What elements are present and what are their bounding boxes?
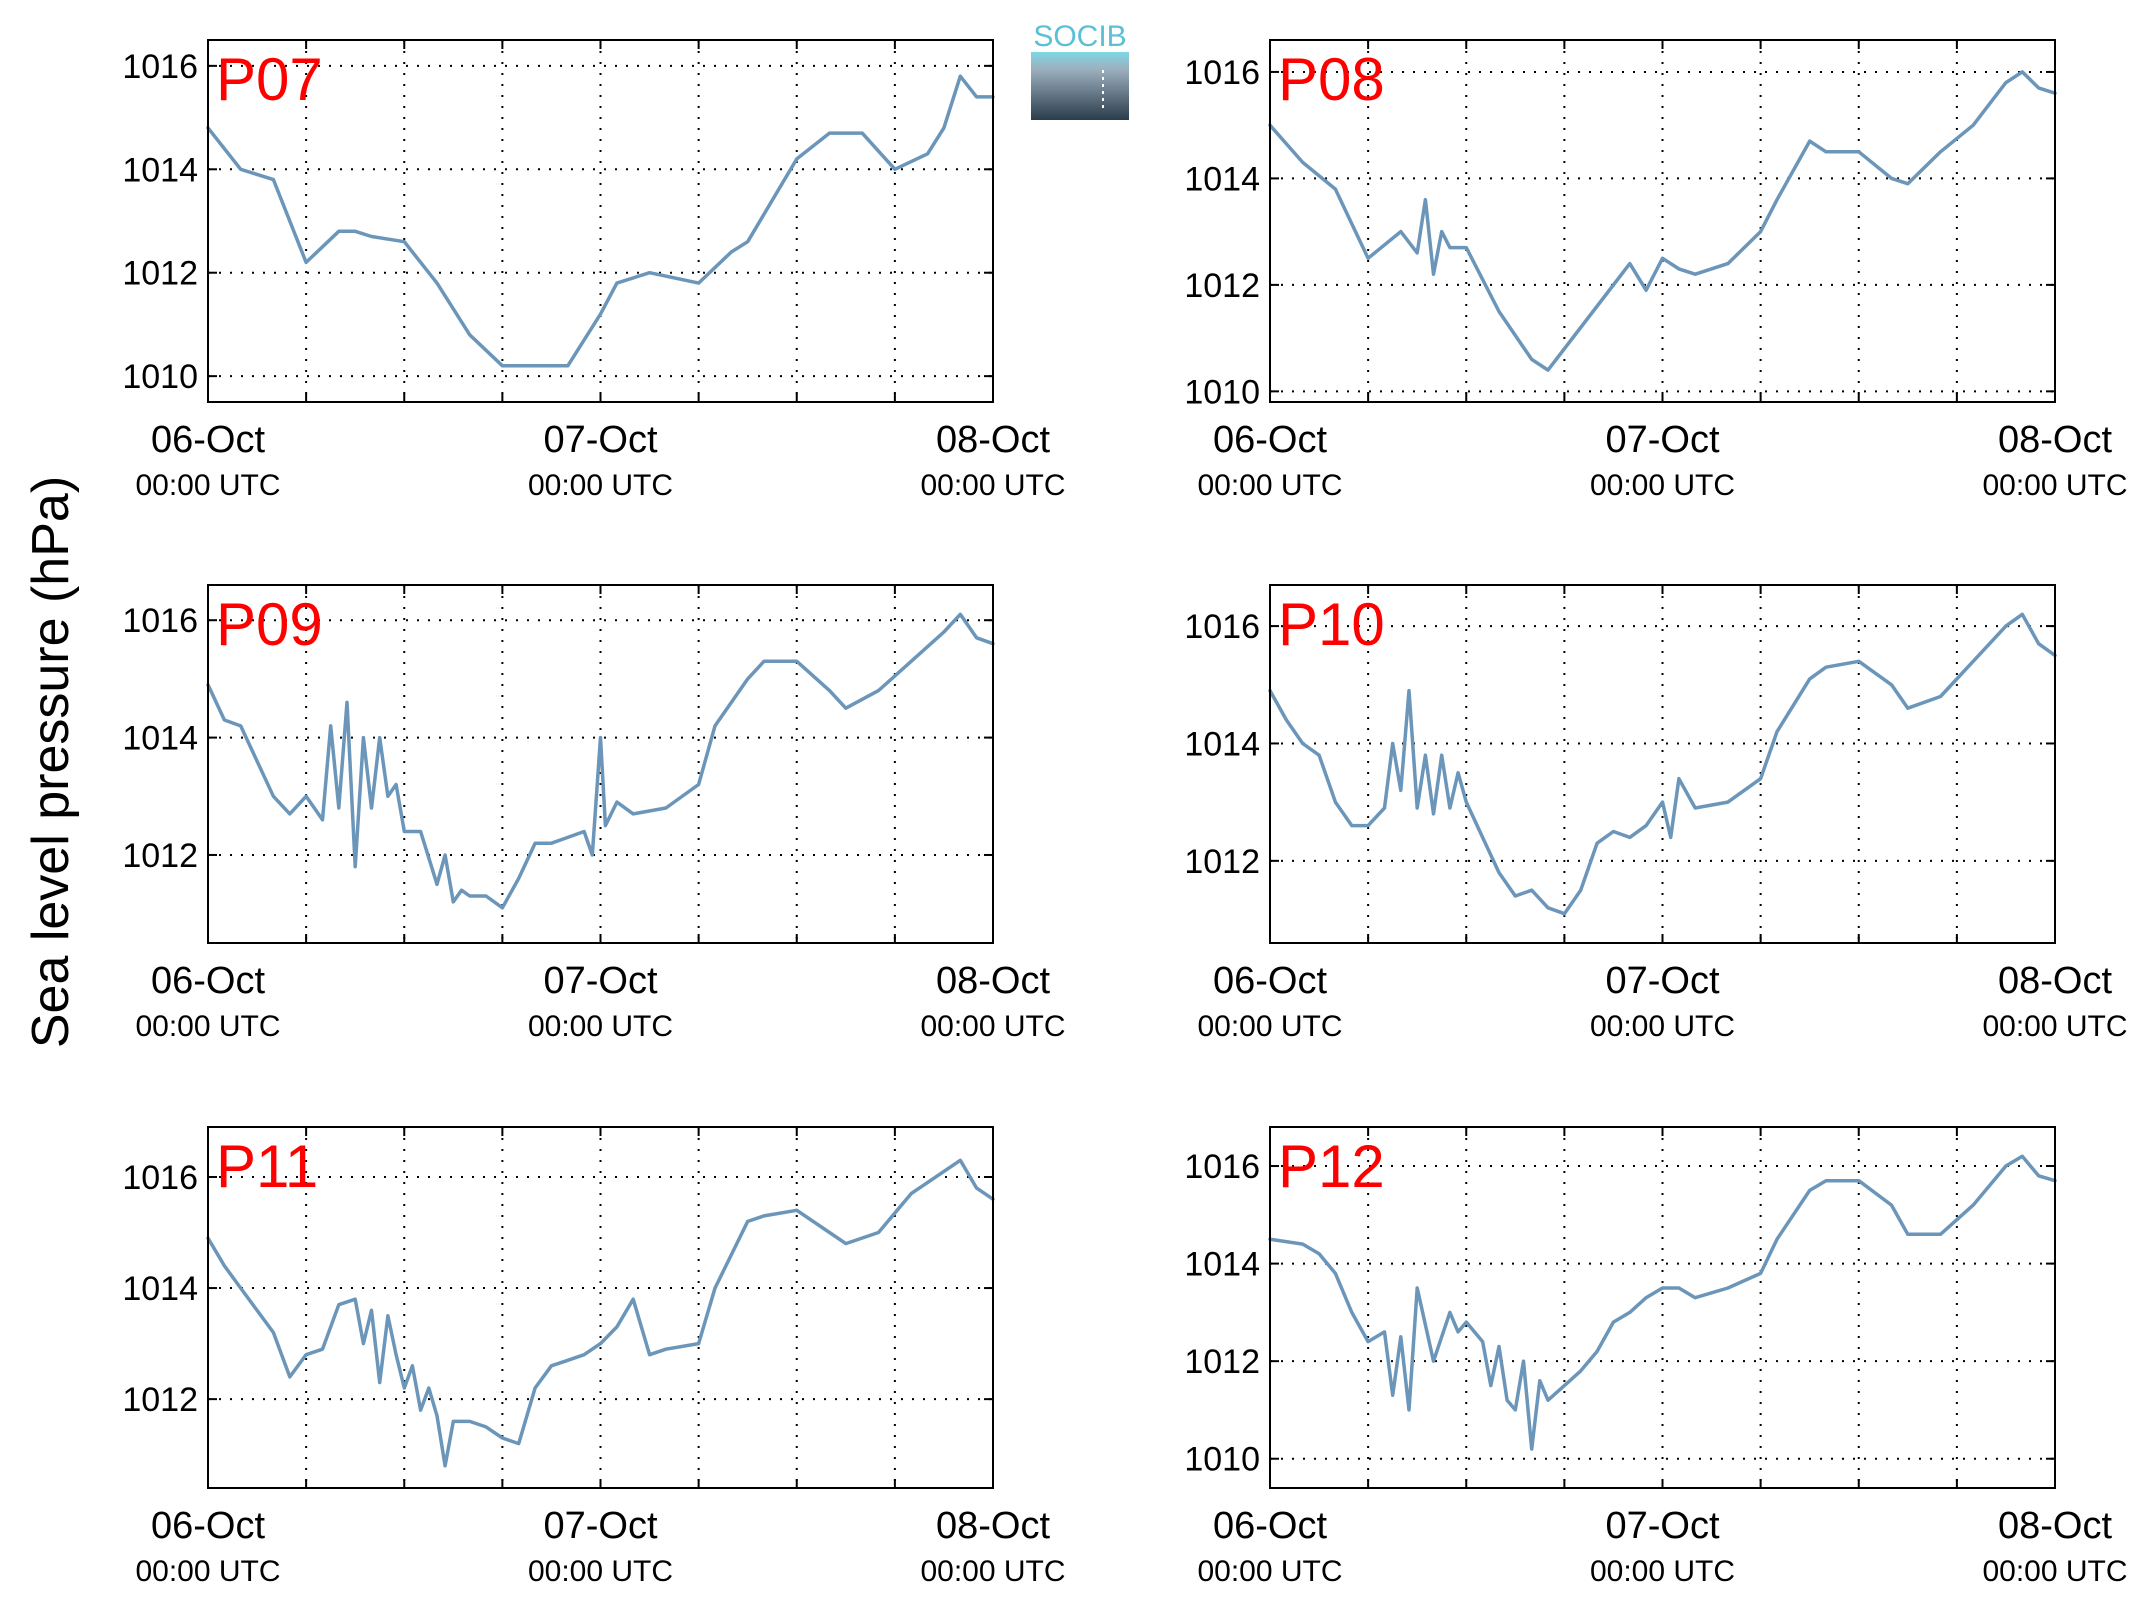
x-tick-label-time: 00:00 UTC [920,1010,1065,1043]
x-tick-label-day: 08-Oct [936,960,1050,1002]
logo-block [1031,52,1129,120]
y-tick-label: 1012 [1184,1343,1260,1381]
x-tick-label-time: 00:00 UTC [1197,1010,1342,1043]
y-tick-label: 1014 [1184,1246,1260,1284]
y-tick-label: 1010 [1184,1441,1260,1479]
x-tick-label-day: 07-Oct [1605,419,1719,461]
x-tick-label-day: 08-Oct [1998,419,2112,461]
x-tick-label-time: 00:00 UTC [920,469,1065,502]
y-tick-label: 1016 [1184,1148,1260,1186]
y-tick-label: 1016 [1184,608,1260,646]
pressure-series-line [206,612,995,910]
y-tick-label: 1016 [122,48,198,86]
x-tick-label-day: 07-Oct [1605,960,1719,1002]
y-axis-label: Sea level pressure (hPa) [22,476,80,1048]
chart-panel-p10: 1012 1014 1016 06-Oct 00:00 UTC 07-Oct 00:00 U… [1184,584,2128,1043]
y-tick-label: 1014 [122,720,198,758]
y-tick-label: 1016 [122,602,198,640]
y-tick-label: 1012 [122,837,198,875]
x-tick-label-time: 00:00 UTC [528,1010,673,1043]
x-tick-label-day: 08-Oct [936,419,1050,461]
x-tick-label-day: 07-Oct [543,1505,657,1547]
y-tick-label: 1016 [1184,54,1260,92]
chart-panel-p12: 1010 1012 1014 1016 06-Oct 00:00 UTC 07-Oct 00:… [1184,1126,2128,1588]
x-tick-label-time: 00:00 UTC [1982,1555,2127,1588]
x-tick-label-day: 06-Oct [1213,419,1327,461]
y-tick-label: 1014 [122,151,198,189]
y-tick-label: 1010 [122,358,198,396]
x-tick-label-time: 00:00 UTC [528,469,673,502]
pressure-series-line [206,1158,995,1468]
station-label: P09 [216,591,323,658]
y-tick-label: 1014 [1184,725,1260,763]
y-tick-label: 1010 [1184,373,1260,411]
x-tick-label-time: 00:00 UTC [528,1555,673,1588]
pressure-series-line [1268,1154,2057,1451]
axes-frame [1269,1126,2056,1489]
x-tick-label-time: 00:00 UTC [1197,1555,1342,1588]
axes-frame [1269,584,2056,944]
chart-panel-p09: 1012 1014 1016 06-Oct 00:00 UTC 07-Oct 00:00 U… [122,584,1066,1043]
x-tick-label-day: 08-Oct [1998,960,2112,1002]
x-tick-label-day: 07-Oct [1605,1505,1719,1547]
pressure-series-line [1268,70,2057,372]
x-tick-label-time: 00:00 UTC [135,1555,280,1588]
x-tick-label-time: 00:00 UTC [1590,1010,1735,1043]
x-tick-label-time: 00:00 UTC [1590,1555,1735,1588]
y-tick-label: 1014 [122,1270,198,1308]
station-label: P10 [1278,591,1385,658]
x-tick-label-day: 08-Oct [1998,1505,2112,1547]
x-tick-label-time: 00:00 UTC [920,1555,1065,1588]
x-tick-label-day: 06-Oct [1213,1505,1327,1547]
axes-frame [207,584,994,944]
socib-logo: SOCIB [1031,20,1129,120]
y-tick-label: 1012 [1184,843,1260,881]
station-label: P11 [216,1133,318,1200]
x-tick-label-day: 06-Oct [151,419,265,461]
station-label: P12 [1278,1133,1385,1200]
y-tick-label: 1012 [122,1381,198,1419]
x-tick-label-time: 00:00 UTC [135,469,280,502]
y-tick-label: 1012 [1184,267,1260,305]
chart-panel-p08: 1010 1012 1014 1016 06-Oct 00:00 UTC 07-Oct 00:… [1184,39,2128,502]
x-tick-label-time: 00:00 UTC [1982,1010,2127,1043]
chart-panel-p07: 1010 1012 1014 1016 06-Oct 00:00 UTC 07-Oct 00:… [122,39,1066,502]
pressure-series-line [206,74,995,368]
axes-frame [207,39,994,403]
x-tick-label-day: 07-Oct [543,960,657,1002]
x-tick-label-day: 06-Oct [1213,960,1327,1002]
y-tick-label: 1014 [1184,160,1260,198]
x-tick-label-time: 00:00 UTC [1982,469,2127,502]
logo-text: SOCIB [1033,20,1126,53]
panels: 1010 1012 1014 1016 06-Oct 00:00 UTC 07-Oct 00:… [122,39,2128,1588]
axes-frame [207,1126,994,1489]
x-tick-label-day: 07-Oct [543,419,657,461]
x-tick-label-day: 06-Oct [151,1505,265,1547]
x-tick-label-time: 00:00 UTC [135,1010,280,1043]
y-tick-label: 1016 [122,1159,198,1197]
pressure-series-line [1268,612,2057,916]
axes-frame [1269,39,2056,403]
x-tick-label-time: 00:00 UTC [1590,469,1735,502]
chart-panel-p11: 1012 1014 1016 06-Oct 00:00 UTC 07-Oct 00:00 U… [122,1126,1066,1588]
x-tick-label-day: 06-Oct [151,960,265,1002]
station-label: P07 [216,46,323,113]
station-label: P08 [1278,46,1385,113]
x-tick-label-day: 08-Oct [936,1505,1050,1547]
x-tick-label-time: 00:00 UTC [1197,469,1342,502]
y-tick-label: 1012 [122,255,198,293]
